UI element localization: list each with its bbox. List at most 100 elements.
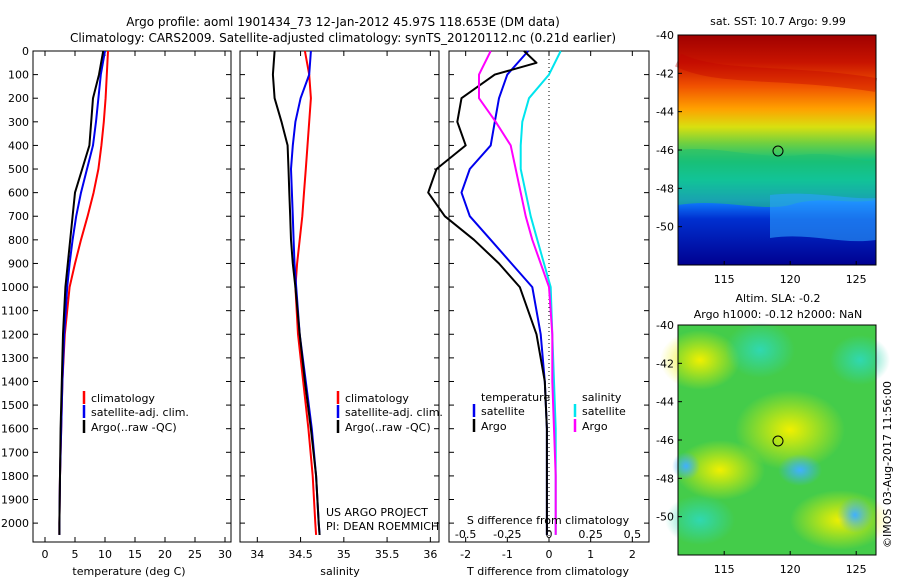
sla-map-title: Altim. SLA: -0.2 [735,292,820,305]
s-tick-label: 0.25 [578,528,603,541]
legend-temp-argo: Argo [481,420,507,433]
y-tick-label: -42 [656,67,674,80]
x-tick-label: 25 [188,548,202,561]
y-tick-label: 0 [22,45,29,58]
x-tick-label: 2 [629,548,636,561]
x-tick-label: 10 [98,548,112,561]
y-tick-label: -40 [656,29,674,42]
legend-satellite: satellite-adj. clim. [91,406,189,419]
x-tick-label: 120 [780,563,801,576]
y-tick-label: 1700 [1,446,29,459]
series-line-climatology [294,50,318,535]
s-tick-label: 0.5 [624,528,642,541]
pi-annotation: PI: DEAN ROEMMICH [326,520,439,533]
y-tick-label: 400 [8,139,29,152]
salinity-panel: 34 34.5 35 35.5 36 [240,50,439,561]
y-tick-label: -46 [656,144,674,157]
y-tick-label: -50 [656,221,674,234]
y-tick-label: 800 [8,234,29,247]
x-tick-label: -1 [502,548,513,561]
legend-climatology: climatology [91,392,155,405]
series-line-satellite-adj-clim- [58,50,106,535]
imos-credit: ©IMOS 03-Aug-2017 11:56:00 [881,381,894,548]
x-tick-label: 125 [846,273,867,286]
y-tick-label: 1400 [1,375,29,388]
sst-map [674,34,878,266]
legend-argo: Argo(..raw -QC) [91,421,177,434]
sst-map-axes: 115 120 125 -40 -42 -44 -46 -48 -50 [656,29,867,286]
s-difference-label: S difference from climatology [467,514,630,527]
difference-legend: temperature satellite Argo salinity sate… [467,391,630,527]
legend-argo: Argo(..raw -QC) [345,421,431,434]
y-tick-label: 300 [8,116,29,129]
series-line-temperature-satellite [460,50,548,535]
y-tick-label: 1800 [1,470,29,483]
s-tick-label: -0.25 [493,528,521,541]
y-tick-label: -46 [656,434,674,447]
legend-climatology: climatology [345,392,409,405]
temperature-legend: climatology satellite-adj. clim. Argo(..… [82,391,189,434]
legend-temp-satellite: satellite [481,405,525,418]
sla-map-axes: 115 120 125 -40 -42 -44 -46 -48 -50 [656,319,867,576]
y-tick-label: 1200 [1,328,29,341]
temperature-panel: 0 5 10 15 20 25 300100200300400500600700800900… [1,45,232,561]
legend-sal-satellite: satellite [582,405,626,418]
figure-title-line1: Argo profile: aoml 1901434_73 12-Jan-201… [126,15,560,29]
legend-sal-argo: Argo [582,420,608,433]
project-annotation: US ARGO PROJECT [326,506,428,519]
y-tick-label: 1500 [1,399,29,412]
x-tick-label: 30 [218,548,232,561]
x-tick-label: 5 [72,548,79,561]
temperature-axis-label: temperature (deg C) [72,565,185,578]
salinity-axis-label: salinity [320,565,360,578]
argo-location-marker [772,435,784,447]
y-tick-label: 700 [8,210,29,223]
difference-panel: -2 -1 0 1 2 -0.5 -0.25 0 0.25 0.5 [427,50,649,561]
temperature-panel-frame [32,50,232,543]
y-tick-label: 200 [8,92,29,105]
x-tick-label: 20 [158,548,172,561]
x-tick-label: 0 [42,548,49,561]
y-tick-label: 1100 [1,305,29,318]
x-tick-label: 1 [587,548,594,561]
y-tick-label: 900 [8,257,29,270]
sst-map-title: sat. SST: 10.7 Argo: 9.99 [710,15,846,28]
y-tick-label: 1300 [1,352,29,365]
s-tick-label: 0 [546,528,553,541]
legend-temperature-title: temperature [481,391,550,404]
y-tick-label: 1600 [1,423,29,436]
series-line-salinity-satellite [519,50,562,535]
y-tick-label: 1900 [1,494,29,507]
x-tick-label: 35.5 [375,548,400,561]
x-tick-label: 34.5 [288,548,313,561]
y-tick-label: 600 [8,187,29,200]
x-tick-label: -2 [460,548,471,561]
x-tick-label: 120 [780,273,801,286]
y-tick-label: 100 [8,69,29,82]
y-tick-label: 2000 [1,517,29,530]
y-tick-label: -42 [656,357,674,370]
y-tick-label: 1000 [1,281,29,294]
argo-location-marker [772,145,784,157]
x-tick-label: 15 [128,548,142,561]
salinity-legend: climatology satellite-adj. clim. Argo(..… [326,391,443,533]
series-line-salinity-argo [478,50,557,535]
x-tick-label: 115 [714,273,735,286]
t-difference-axis-label: T difference from climatology [466,565,629,578]
legend-satellite: satellite-adj. clim. [345,406,443,419]
series-line-argo-raw-qc- [58,50,105,535]
x-tick-label: 35 [337,548,351,561]
x-tick-label: 125 [846,563,867,576]
sla-map [660,322,890,556]
salinity-panel-frame [239,50,440,543]
y-tick-label: -48 [656,472,674,485]
y-tick-label: -50 [656,511,674,524]
s-tick-label: -0.5 [455,528,476,541]
y-tick-label: -44 [656,106,674,119]
x-tick-label: 34 [250,548,264,561]
x-tick-label: 0 [546,548,553,561]
figure-title-line2: Climatology: CARS2009. Satellite-adjuste… [70,31,616,45]
y-tick-label: -48 [656,182,674,195]
series-line-temperature-argo [427,50,548,535]
